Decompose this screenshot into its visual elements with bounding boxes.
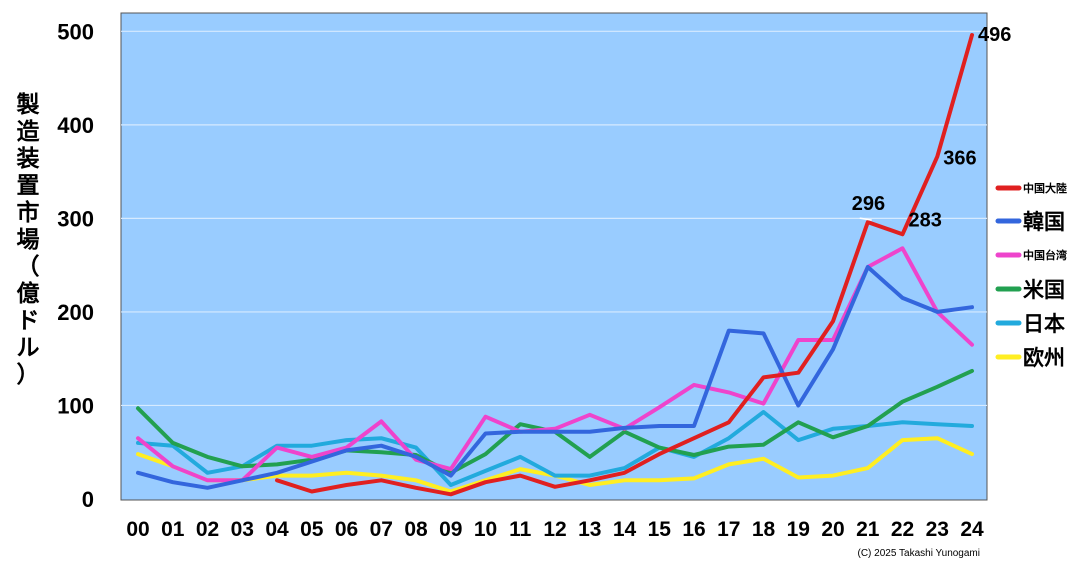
x-tick-label: 11 bbox=[509, 518, 532, 541]
x-tick-label: 01 bbox=[161, 518, 185, 541]
x-tick-label: 24 bbox=[960, 518, 984, 541]
x-tick-label: 05 bbox=[300, 518, 324, 541]
series-line bbox=[136, 265, 974, 490]
legend-label: 欧州 bbox=[1023, 346, 1065, 370]
x-tick-label: 02 bbox=[196, 518, 219, 541]
y-axis-label: 製造装置市場（億ドル） bbox=[16, 91, 41, 388]
y-tick-label: 400 bbox=[57, 113, 94, 138]
data-label: 283 bbox=[909, 209, 942, 231]
series-lines bbox=[136, 33, 974, 497]
x-tick-label: 19 bbox=[787, 518, 810, 541]
data-label: 296 bbox=[852, 193, 885, 215]
plot-area bbox=[120, 12, 988, 501]
x-tick-label: 13 bbox=[578, 518, 601, 541]
x-tick-label: 12 bbox=[543, 518, 566, 541]
x-tick-label: 06 bbox=[335, 518, 358, 541]
y-tick-label: 0 bbox=[82, 487, 94, 512]
x-tick-label: 16 bbox=[682, 518, 705, 541]
x-tick-label: 03 bbox=[231, 518, 254, 541]
annotations: 496 366 296 283 bbox=[852, 24, 1012, 231]
y-tick-labels: 0 100 200 300 400 500 bbox=[57, 19, 94, 512]
legend-label: 米国 bbox=[1023, 278, 1065, 302]
gridlines bbox=[121, 30, 987, 407]
x-tick-label: 21 bbox=[856, 518, 880, 541]
x-tick-label: 07 bbox=[370, 518, 393, 541]
y-tick-label: 100 bbox=[57, 393, 94, 418]
legend-label: 中国台湾 bbox=[1023, 248, 1067, 262]
legend-label: 中国大陸 bbox=[1023, 181, 1067, 195]
data-label: 366 bbox=[943, 148, 976, 170]
data-label: 496 bbox=[978, 24, 1011, 46]
series-line bbox=[275, 33, 974, 497]
legend-label: 韓国 bbox=[1023, 210, 1065, 234]
x-tick-label: 23 bbox=[926, 518, 949, 541]
y-tick-label: 500 bbox=[57, 19, 94, 44]
series-line bbox=[136, 246, 974, 483]
y-tick-label: 300 bbox=[57, 206, 94, 231]
x-tick-label: 22 bbox=[891, 518, 914, 541]
x-tick-label: 08 bbox=[404, 518, 428, 541]
x-tick-label: 15 bbox=[648, 518, 672, 541]
y-axis-title: 製造装置市場（億ドル） bbox=[16, 91, 41, 388]
x-tick-label: 10 bbox=[474, 518, 497, 541]
x-tick-label: 04 bbox=[265, 518, 289, 541]
x-tick-label: 14 bbox=[613, 518, 637, 541]
legend-label: 日本 bbox=[1023, 312, 1065, 336]
y-tick-label: 200 bbox=[57, 300, 94, 325]
x-tick-labels: 00 01 02 03 04 05 06 07 08 09 10 11 12 13 14 15 16 17 18 19… bbox=[126, 518, 984, 541]
x-tick-label: 17 bbox=[717, 518, 740, 541]
annotation-leader bbox=[859, 217, 872, 221]
copyright-text: (C) 2025 Takashi Yunogami bbox=[858, 548, 981, 559]
x-tick-label: 00 bbox=[126, 518, 149, 541]
x-tick-label: 20 bbox=[821, 518, 844, 541]
x-tick-label: 18 bbox=[752, 518, 776, 541]
x-tick-label: 09 bbox=[439, 518, 462, 541]
